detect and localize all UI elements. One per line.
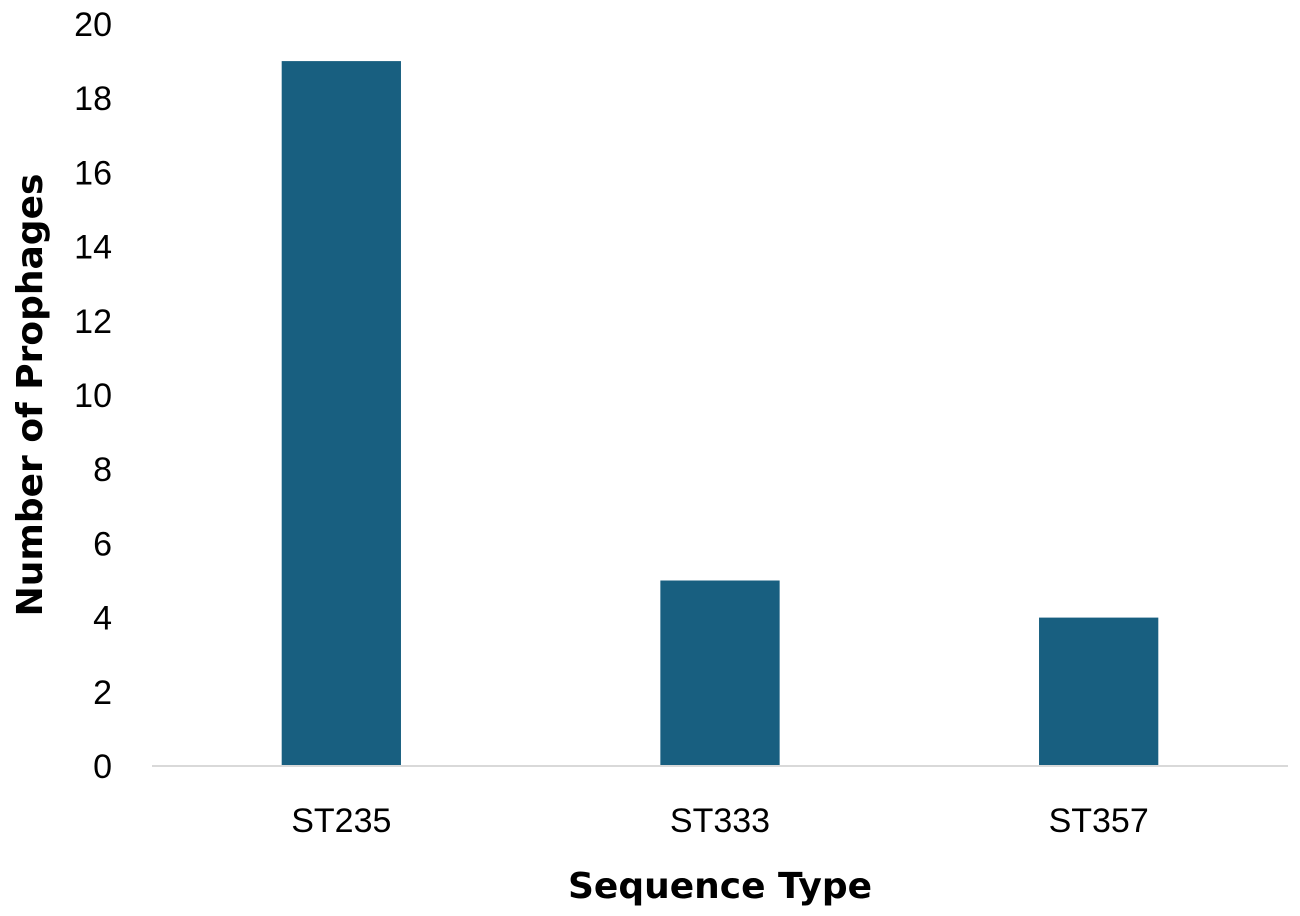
y-tick-label: 8 — [93, 451, 112, 489]
x-tick-label: ST333 — [670, 802, 770, 840]
y-tick-label: 4 — [93, 600, 112, 638]
y-tick-label: 20 — [74, 6, 112, 44]
x-tick-label: ST357 — [1049, 802, 1149, 840]
y-tick-label: 12 — [74, 303, 112, 341]
y-tick-label: 2 — [93, 674, 112, 712]
x-tick-label: ST235 — [291, 802, 391, 840]
x-axis-tick-labels: ST235 ST333 ST357 — [291, 802, 1149, 840]
y-axis-title: Number of Prophages — [10, 174, 51, 617]
bar-st333 — [660, 580, 780, 766]
y-tick-label: 0 — [93, 748, 112, 786]
y-tick-label: 18 — [74, 80, 112, 118]
y-tick-label: 16 — [74, 154, 112, 192]
x-axis-title: Sequence Type — [568, 866, 872, 907]
bars — [281, 61, 1159, 767]
bar-st235 — [281, 61, 401, 767]
bar-st357 — [1039, 617, 1159, 766]
y-tick-label: 10 — [74, 377, 112, 415]
y-tick-label: 14 — [74, 229, 112, 267]
y-tick-label: 6 — [93, 525, 112, 563]
y-axis-tick-labels: 0 2 4 6 8 10 12 14 16 18 20 — [74, 6, 112, 786]
